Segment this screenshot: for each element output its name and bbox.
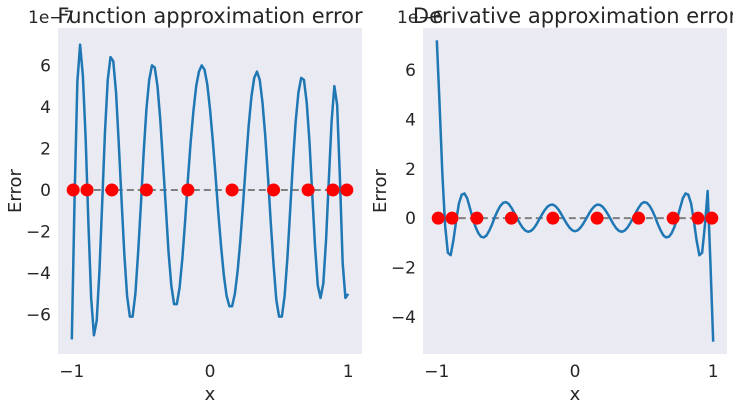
y-tick-label: 2	[405, 160, 416, 180]
y-tick-label: −2	[26, 222, 51, 242]
node-point	[66, 183, 80, 197]
y-tick-label: 4	[405, 110, 416, 130]
node-point	[705, 211, 719, 225]
node-point	[431, 211, 445, 225]
node-point	[632, 211, 646, 225]
node-point	[105, 183, 119, 197]
y-tick-label: −6	[26, 306, 51, 326]
x-tick-label: 0	[205, 362, 216, 382]
node-point	[691, 211, 705, 225]
error-curve-line	[70, 43, 350, 340]
y-axis-label: Error	[5, 168, 26, 212]
y-tick-label: 2	[40, 139, 51, 159]
x-tick-label: 1	[343, 362, 354, 382]
y-axis-offset-label: 1e−7	[28, 8, 74, 28]
y-tick-label: 4	[40, 98, 51, 118]
y-tick-label: 6	[40, 56, 51, 76]
x-tick-label: 0	[570, 362, 581, 382]
chart-title: Function approximation error	[57, 4, 363, 28]
y-tick-label: −4	[26, 264, 51, 284]
x-axis-label: x	[205, 384, 216, 405]
y-tick-label: 0	[405, 209, 416, 229]
function-error-subplot: −6 −4 −2 0 2 4 6 −1 0 1 Function approximation e…	[5, 4, 363, 405]
node-point	[267, 183, 281, 197]
y-tick-label: −2	[391, 259, 416, 279]
x-tick-label: −1	[59, 362, 84, 382]
y-axis-offset-label: 1e−6	[397, 8, 443, 28]
node-point	[225, 183, 239, 197]
y-tick-label: 0	[40, 181, 51, 201]
x-tick-label: −1	[424, 362, 449, 382]
y-axis-label: Error	[370, 168, 391, 212]
node-point	[80, 183, 94, 197]
node-point	[139, 183, 153, 197]
error-curve-line	[435, 40, 715, 342]
x-axis-label: x	[570, 384, 581, 405]
node-point	[470, 211, 484, 225]
y-tick-label: −4	[391, 308, 416, 328]
node-point	[546, 211, 560, 225]
node-point	[445, 211, 459, 225]
node-point	[326, 183, 340, 197]
x-tick-label: 1	[708, 362, 719, 382]
y-tick-label: 6	[405, 61, 416, 81]
chart-title: Derivative approximation error	[413, 4, 733, 28]
plot-area-background	[423, 28, 727, 354]
derivative-error-subplot: −4 −2 0 2 4 6 −1 0 1 Derivative approximation e…	[370, 4, 733, 405]
node-point	[504, 211, 518, 225]
node-point	[181, 183, 195, 197]
node-point	[301, 183, 315, 197]
node-point	[666, 211, 680, 225]
node-point	[340, 183, 354, 197]
node-point	[590, 211, 604, 225]
